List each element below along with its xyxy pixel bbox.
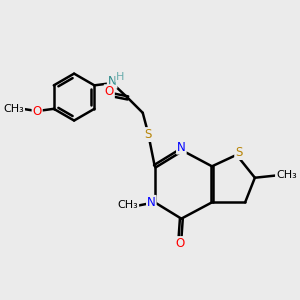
Text: CH₃: CH₃ bbox=[276, 170, 297, 181]
Text: N: N bbox=[108, 75, 116, 88]
Text: CH₃: CH₃ bbox=[3, 104, 24, 114]
Text: N: N bbox=[147, 196, 156, 209]
Text: N: N bbox=[177, 141, 186, 154]
Text: O: O bbox=[175, 237, 184, 250]
Text: S: S bbox=[144, 128, 152, 141]
Text: O: O bbox=[33, 105, 42, 118]
Text: O: O bbox=[105, 85, 114, 98]
Text: H: H bbox=[116, 72, 124, 82]
Text: S: S bbox=[235, 146, 242, 159]
Text: CH₃: CH₃ bbox=[118, 200, 138, 210]
